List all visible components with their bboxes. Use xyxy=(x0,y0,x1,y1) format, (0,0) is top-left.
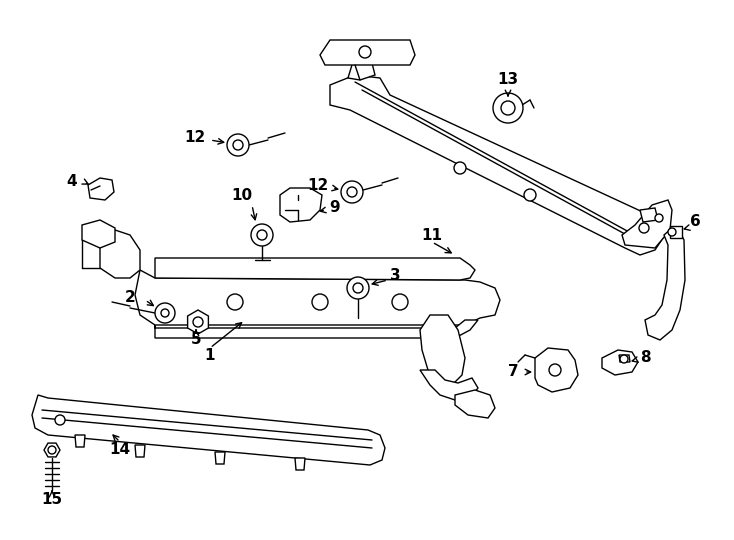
Polygon shape xyxy=(32,395,385,465)
Polygon shape xyxy=(82,220,115,248)
Polygon shape xyxy=(188,310,208,334)
Circle shape xyxy=(227,294,243,310)
Circle shape xyxy=(620,355,628,363)
Circle shape xyxy=(493,93,523,123)
Text: 1: 1 xyxy=(205,348,215,362)
Circle shape xyxy=(359,46,371,58)
Circle shape xyxy=(524,189,536,201)
Text: 10: 10 xyxy=(231,187,252,202)
Circle shape xyxy=(549,364,561,376)
Polygon shape xyxy=(88,178,114,200)
Circle shape xyxy=(639,223,649,233)
Circle shape xyxy=(454,162,466,174)
Circle shape xyxy=(353,283,363,293)
Polygon shape xyxy=(295,458,305,470)
Text: 8: 8 xyxy=(640,350,650,366)
Polygon shape xyxy=(75,435,85,447)
Text: 11: 11 xyxy=(421,227,443,242)
Polygon shape xyxy=(330,75,665,255)
Circle shape xyxy=(347,187,357,197)
Circle shape xyxy=(501,101,515,115)
Polygon shape xyxy=(619,355,630,362)
Polygon shape xyxy=(215,452,225,464)
Text: 7: 7 xyxy=(508,364,518,380)
Text: 9: 9 xyxy=(330,199,341,214)
Circle shape xyxy=(193,317,203,327)
Circle shape xyxy=(312,294,328,310)
Polygon shape xyxy=(155,258,475,280)
Polygon shape xyxy=(602,350,638,375)
Polygon shape xyxy=(640,208,658,222)
Polygon shape xyxy=(155,320,478,338)
Circle shape xyxy=(668,228,676,236)
Text: 14: 14 xyxy=(109,442,131,457)
Circle shape xyxy=(227,134,249,156)
Circle shape xyxy=(257,230,267,240)
Text: 5: 5 xyxy=(191,333,201,348)
Polygon shape xyxy=(320,40,415,65)
Text: 13: 13 xyxy=(498,72,518,87)
Circle shape xyxy=(155,303,175,323)
Polygon shape xyxy=(645,228,685,340)
Polygon shape xyxy=(670,226,682,238)
Circle shape xyxy=(161,309,169,317)
Polygon shape xyxy=(622,200,672,248)
Polygon shape xyxy=(135,270,500,325)
Polygon shape xyxy=(420,315,465,385)
Circle shape xyxy=(233,140,243,150)
Text: 2: 2 xyxy=(125,291,135,306)
Circle shape xyxy=(341,181,363,203)
Text: 3: 3 xyxy=(390,267,400,282)
Circle shape xyxy=(347,277,369,299)
Circle shape xyxy=(655,214,663,222)
Text: 12: 12 xyxy=(184,131,206,145)
Polygon shape xyxy=(44,443,60,457)
Circle shape xyxy=(392,294,408,310)
Polygon shape xyxy=(100,230,140,278)
Circle shape xyxy=(48,446,56,454)
Circle shape xyxy=(55,415,65,425)
Polygon shape xyxy=(420,370,478,400)
Text: 12: 12 xyxy=(308,178,329,192)
Polygon shape xyxy=(280,188,322,222)
Circle shape xyxy=(251,224,273,246)
Text: 6: 6 xyxy=(690,214,700,230)
Polygon shape xyxy=(135,445,145,457)
Text: 15: 15 xyxy=(41,492,62,508)
Polygon shape xyxy=(348,55,375,80)
Text: 4: 4 xyxy=(67,174,77,190)
Polygon shape xyxy=(535,348,578,392)
Polygon shape xyxy=(455,390,495,418)
